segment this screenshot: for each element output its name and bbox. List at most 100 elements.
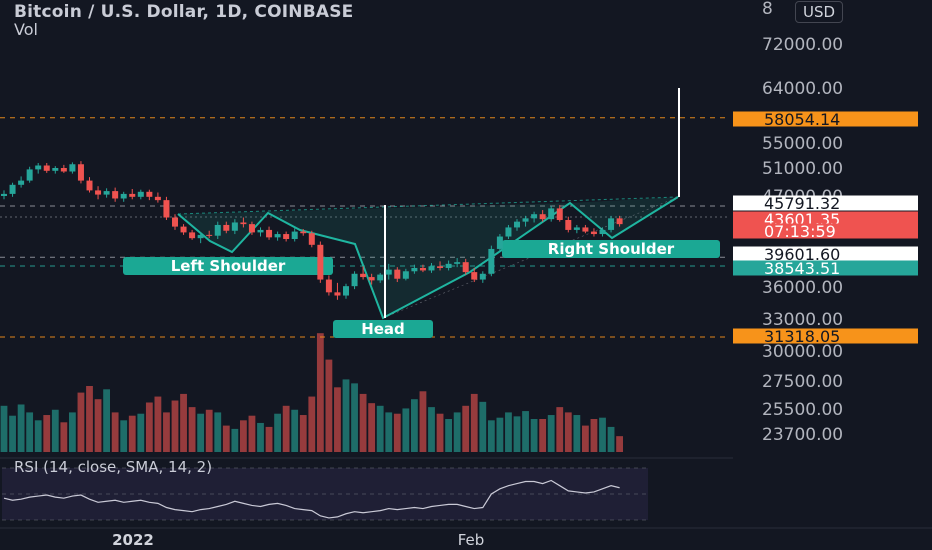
volume-bar	[342, 379, 350, 452]
rsi-line	[3, 479, 620, 519]
candle-body	[77, 164, 84, 181]
candle-body	[274, 234, 281, 238]
chart-title: Bitcoin / U.S. Dollar, 1D, COINBASE	[14, 2, 354, 22]
volume-bar	[599, 417, 606, 452]
pattern-zigzag	[177, 196, 679, 320]
volume-bar	[274, 413, 281, 452]
volume-bar	[385, 412, 393, 452]
price-badge	[733, 328, 918, 344]
candle-body	[531, 214, 538, 219]
candle-body	[377, 274, 384, 281]
price-badge-label: 31318.05	[764, 327, 840, 346]
price-badge-label: 58054.14	[764, 110, 840, 129]
candle-body	[471, 272, 478, 280]
volume-bar	[248, 415, 256, 452]
candle-body	[291, 231, 298, 240]
volume-bar	[180, 393, 187, 452]
annotation-label: Left Shoulder	[171, 257, 286, 275]
volume-bar	[197, 413, 205, 452]
candle-body	[248, 224, 255, 233]
candle-body	[112, 191, 119, 199]
volume-bar	[137, 413, 145, 452]
candle-body	[146, 191, 153, 197]
candle-body	[351, 273, 358, 287]
price-badge	[733, 223, 918, 239]
candle-body	[266, 229, 273, 238]
volume-bar	[368, 403, 376, 452]
currency-button[interactable]: USD	[795, 1, 844, 23]
annotation-label-box	[502, 240, 720, 258]
candle-body	[43, 165, 50, 171]
candle-body	[522, 218, 529, 222]
annotation-label: Head	[361, 320, 405, 338]
candle-body	[334, 292, 341, 296]
candle-body	[496, 236, 503, 249]
candle-body	[368, 277, 375, 281]
volume-bar	[376, 405, 384, 452]
candle-body	[445, 263, 452, 268]
volume-bar	[351, 383, 358, 452]
volume-bar	[222, 425, 230, 452]
price-badge-label: 38543.51	[764, 259, 840, 278]
candle-body	[539, 214, 546, 220]
price-badge	[733, 195, 918, 211]
candle-body	[454, 262, 461, 264]
volume-bar	[257, 422, 264, 452]
candle-body	[325, 279, 332, 293]
volume-bar	[171, 400, 179, 452]
candle-body	[317, 244, 324, 280]
price-axis-label: 33000.00	[762, 310, 843, 330]
volume-bar	[470, 393, 478, 452]
volume-bar	[411, 399, 418, 452]
price-axis-label: 51000.00	[762, 159, 843, 179]
candle-body	[488, 248, 495, 274]
candle-body	[479, 273, 486, 280]
volume-bar	[240, 420, 247, 452]
candle-body	[462, 262, 469, 273]
volume-bar	[154, 396, 162, 452]
volume-bar	[282, 405, 290, 452]
volume-bar	[359, 393, 367, 452]
price-badge	[733, 260, 918, 276]
candle-body	[9, 184, 16, 194]
time-axis: 2022 Feb	[0, 527, 932, 549]
volume-bar	[436, 413, 444, 452]
candle-body	[437, 266, 444, 268]
volume-bar	[616, 436, 623, 452]
price-axis-label: 23700.00	[762, 425, 843, 445]
pattern-neckline	[177, 196, 679, 215]
volume-bar	[69, 412, 76, 452]
candle-body	[206, 234, 213, 236]
volume-bar	[530, 419, 538, 452]
price-axis-label: 64000.00	[762, 79, 843, 99]
candle-body	[189, 232, 196, 239]
candle-body	[360, 273, 367, 278]
volume-bar	[163, 412, 170, 452]
candle-body	[129, 193, 136, 197]
candle-body	[565, 219, 572, 230]
volume-bar	[128, 415, 136, 452]
candle-body	[394, 269, 401, 279]
volume-bar	[188, 407, 196, 452]
price-axis-label: 8	[762, 0, 773, 19]
pattern-guide	[382, 196, 679, 319]
candle-body	[35, 165, 42, 170]
candle-body	[1, 193, 7, 196]
candle-body	[514, 221, 520, 228]
volume-bar	[419, 391, 427, 452]
volume-bar	[402, 408, 410, 452]
price-badge	[733, 246, 918, 262]
candle-body	[52, 168, 59, 171]
candle-body	[137, 191, 144, 197]
price-axis-label: 36000.00	[762, 278, 843, 298]
candle-body	[154, 196, 161, 201]
candle-body	[590, 231, 597, 235]
volume-bar	[77, 392, 85, 452]
price-badge-label: 39601.60	[764, 245, 840, 264]
volume-bar	[556, 407, 564, 452]
time-axis-label: 2022	[112, 531, 154, 549]
volume-bar	[214, 412, 222, 452]
pattern-fill	[178, 197, 678, 318]
price-badges: 58054.1445791.3243601.3507:13:5939601.60…	[733, 110, 918, 346]
